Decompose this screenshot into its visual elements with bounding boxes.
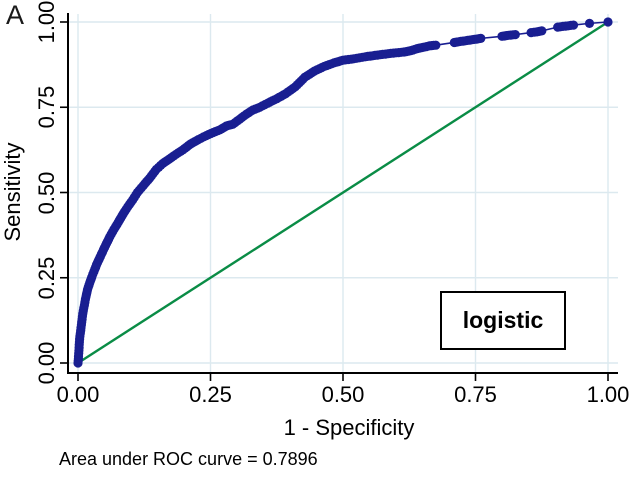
auc-caption: Area under ROC curve = 0.7896: [59, 449, 318, 469]
x-tick-label: 1.00: [586, 382, 630, 407]
x-tick-label: 0.25: [189, 382, 232, 407]
legend-label: logistic: [462, 307, 544, 333]
x-tick-label: 0.50: [321, 382, 365, 407]
x-tick-label: 0.00: [56, 382, 100, 407]
x-axis-title: 1 - Specificity: [283, 415, 415, 440]
y-tick-label: 0.75: [34, 85, 59, 129]
y-tick-label: 1.00: [34, 0, 59, 44]
panel-label: A: [6, 0, 25, 30]
legend-box: logistic: [440, 291, 566, 350]
y-tick-label: 0.25: [34, 256, 59, 300]
y-tick-label: 0.00: [34, 341, 59, 385]
y-axis-title: Sensitivity: [0, 142, 25, 242]
y-tick-label: 0.50: [34, 171, 59, 214]
x-tick-label: 0.75: [454, 382, 497, 407]
